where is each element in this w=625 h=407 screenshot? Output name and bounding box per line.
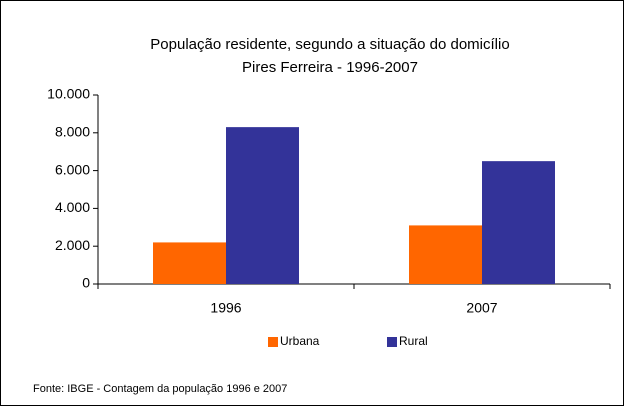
chart-title: População residente, segundo a situação …	[150, 36, 509, 53]
y-tick-label: 2.000	[55, 237, 90, 253]
source-note: Fonte: IBGE - Contagem da população 1996…	[33, 383, 287, 395]
y-tick-label: 8.000	[55, 124, 90, 140]
y-tick-label: 6.000	[55, 161, 90, 177]
legend-swatch	[387, 337, 397, 347]
x-tick-label: 1996	[210, 300, 241, 316]
legend-label: Urbana	[280, 334, 320, 348]
y-tick-label: 0	[82, 275, 90, 291]
bar	[482, 161, 555, 284]
legend-label: Rural	[399, 334, 428, 348]
x-tick-label: 2007	[466, 300, 497, 316]
bar	[153, 242, 226, 284]
bar	[409, 225, 482, 284]
legend-swatch	[268, 337, 278, 347]
y-tick-label: 10.000	[47, 86, 90, 102]
bar	[226, 127, 299, 284]
chart-subtitle: Pires Ferreira - 1996-2007	[242, 59, 418, 76]
y-tick-label: 4.000	[55, 199, 90, 215]
